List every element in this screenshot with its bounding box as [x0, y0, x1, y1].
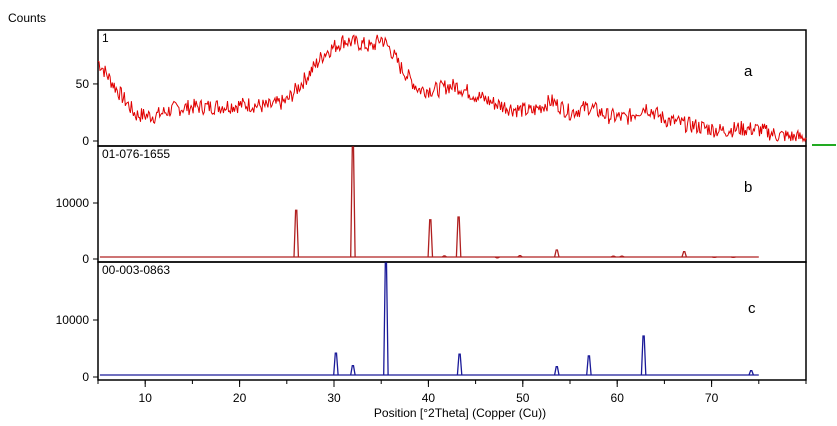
y-tick-label: 50	[76, 77, 90, 91]
y-tick-label: 0	[82, 370, 89, 384]
panel-letter: b	[744, 179, 752, 196]
x-tick-label: 10	[139, 391, 153, 405]
x-tick-label: 40	[422, 391, 436, 405]
peak-b	[350, 146, 356, 258]
peak-b	[681, 251, 688, 258]
y-tick-label: 0	[82, 134, 89, 148]
y-tick-label: 0	[82, 252, 89, 266]
panel-id-label: 01-076-1655	[102, 147, 170, 161]
peak-b	[455, 216, 462, 258]
y-tick-label: 10000	[56, 313, 90, 327]
panel-frame-b	[97, 145, 807, 263]
peak-b	[494, 256, 500, 259]
panel-frame-c	[97, 261, 807, 381]
x-tick-label: 50	[516, 391, 530, 405]
peak-c	[333, 352, 339, 376]
peak-c	[383, 262, 389, 376]
x-tick-label: 30	[327, 391, 341, 405]
x-tick-label: 20	[233, 391, 247, 405]
peak-c	[553, 366, 560, 376]
panel-letter: c	[748, 300, 756, 317]
peak-b	[441, 255, 447, 258]
peak-b	[293, 209, 300, 258]
peak-b	[517, 254, 523, 258]
peak-b	[553, 249, 560, 258]
panel-id-label: 00-003-0863	[102, 263, 170, 277]
x-tick-label: 60	[611, 391, 625, 405]
series-line-a	[97, 34, 807, 143]
peak-c	[456, 353, 463, 376]
y-tick-label: 10000	[56, 196, 90, 210]
peak-c	[640, 335, 647, 376]
peak-c	[586, 355, 592, 376]
peak-b	[610, 255, 616, 258]
peak-c	[350, 364, 356, 376]
x-tick-label: 70	[705, 391, 719, 405]
y-axis-title: Counts	[8, 11, 46, 25]
panel-letter: a	[744, 63, 753, 80]
peak-b	[619, 255, 625, 258]
panel-id-label: 1	[102, 31, 109, 45]
peak-c	[748, 370, 755, 376]
x-axis-title: Position [°2Theta] (Copper (Cu))	[374, 406, 546, 420]
peak-b	[427, 219, 434, 258]
